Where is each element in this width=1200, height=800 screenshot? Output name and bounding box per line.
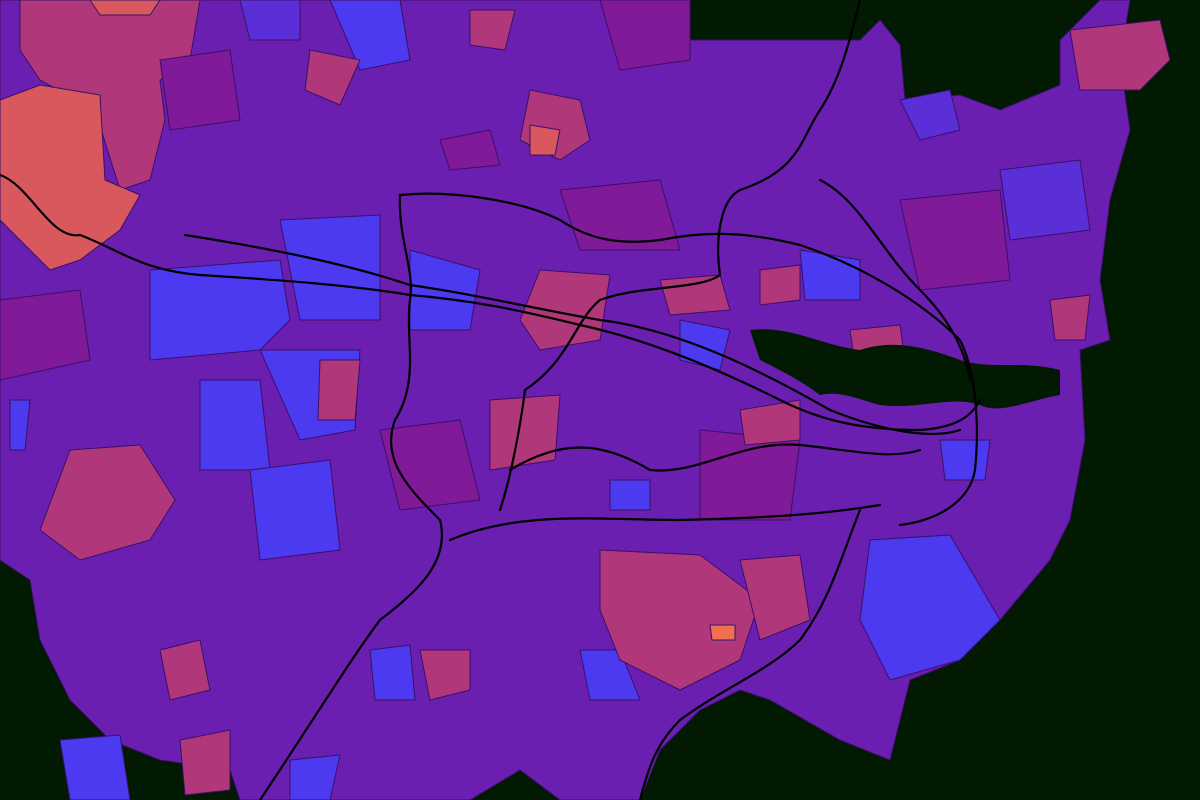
region (329, 0, 411, 71)
region (159, 639, 211, 701)
region (369, 644, 416, 701)
region (859, 534, 1001, 681)
region (599, 549, 761, 691)
region (469, 9, 516, 51)
region (559, 179, 681, 251)
region (709, 624, 736, 641)
region (1049, 294, 1091, 341)
motorway (638, 508, 862, 800)
region (279, 214, 381, 321)
region (159, 49, 241, 131)
region (739, 554, 811, 641)
region (939, 439, 991, 481)
region (0, 84, 141, 271)
region (19, 0, 201, 191)
region (179, 729, 231, 796)
motorway (818, 178, 972, 382)
region (304, 49, 361, 106)
region (419, 649, 471, 701)
motorway (183, 233, 962, 436)
region (899, 189, 1011, 291)
region (89, 0, 161, 16)
region (0, 289, 91, 381)
region (199, 379, 271, 471)
region (39, 444, 176, 561)
motorway (498, 0, 862, 512)
region (9, 399, 31, 451)
motorway (398, 192, 978, 527)
region (999, 159, 1091, 241)
region (317, 359, 361, 421)
motorway (508, 443, 922, 472)
region (289, 754, 341, 800)
region (899, 89, 961, 141)
region (529, 124, 561, 156)
region (379, 419, 481, 511)
motorway (448, 503, 882, 542)
motorway (0, 173, 982, 432)
region (679, 319, 731, 371)
region (59, 734, 131, 800)
region (599, 0, 691, 71)
region (609, 479, 651, 511)
region (1069, 19, 1171, 91)
region (149, 259, 291, 361)
harbour (750, 329, 1060, 409)
region (239, 0, 301, 41)
region (739, 399, 801, 446)
motorway (258, 193, 443, 800)
roads (0, 0, 982, 800)
region (249, 459, 341, 561)
region (659, 274, 731, 316)
region (489, 394, 561, 471)
region (759, 264, 801, 306)
region (439, 129, 501, 171)
